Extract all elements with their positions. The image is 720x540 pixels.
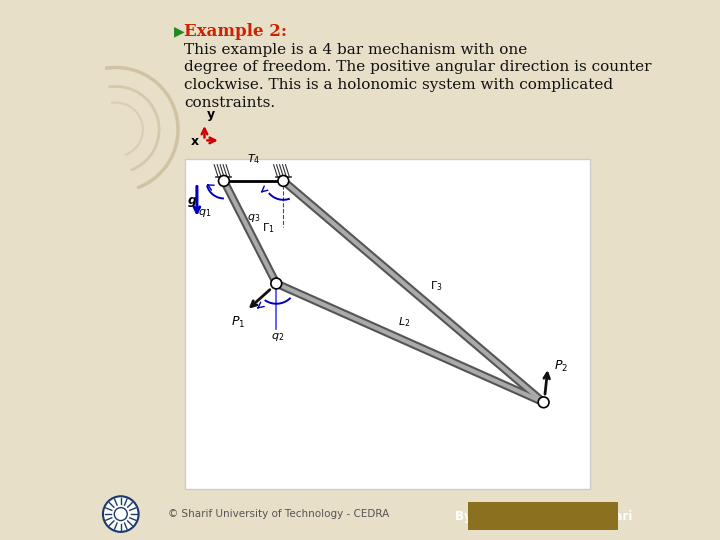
Text: $T_4$: $T_4$ — [247, 152, 261, 166]
Text: $P_1$: $P_1$ — [231, 315, 246, 330]
Text: $P_2$: $P_2$ — [554, 359, 569, 374]
Text: degree of freedom. The positive angular direction is counter: degree of freedom. The positive angular … — [184, 60, 652, 75]
Text: © Sharif University of Technology - CEDRA: © Sharif University of Technology - CEDR… — [168, 509, 390, 519]
Text: $q_3$: $q_3$ — [246, 212, 260, 224]
Text: Example 2:: Example 2: — [184, 23, 287, 40]
Text: ▶: ▶ — [174, 24, 184, 38]
Circle shape — [219, 176, 229, 186]
Text: $\Gamma_1$: $\Gamma_1$ — [262, 221, 274, 235]
Text: x: x — [190, 135, 199, 148]
Circle shape — [271, 278, 282, 289]
Bar — [468, 502, 618, 530]
Circle shape — [278, 176, 289, 186]
Text: $q_1$: $q_1$ — [198, 207, 211, 219]
Text: constraints.: constraints. — [184, 96, 276, 110]
Text: $q_2$: $q_2$ — [271, 331, 284, 343]
Circle shape — [103, 496, 138, 532]
Text: g: g — [188, 194, 197, 207]
Text: y: y — [207, 108, 215, 121]
Text: $L_2$: $L_2$ — [398, 315, 410, 329]
Text: $\Gamma_3$: $\Gamma_3$ — [430, 279, 442, 293]
Text: This example is a 4 bar mechanism with one: This example is a 4 bar mechanism with o… — [184, 43, 528, 57]
Circle shape — [538, 397, 549, 408]
Text: By: Professor Ali Meghdari: By: Professor Ali Meghdari — [455, 510, 632, 523]
Bar — [184, 159, 590, 489]
Circle shape — [114, 508, 127, 521]
Text: clockwise. This is a holonomic system with complicated: clockwise. This is a holonomic system wi… — [184, 78, 613, 92]
